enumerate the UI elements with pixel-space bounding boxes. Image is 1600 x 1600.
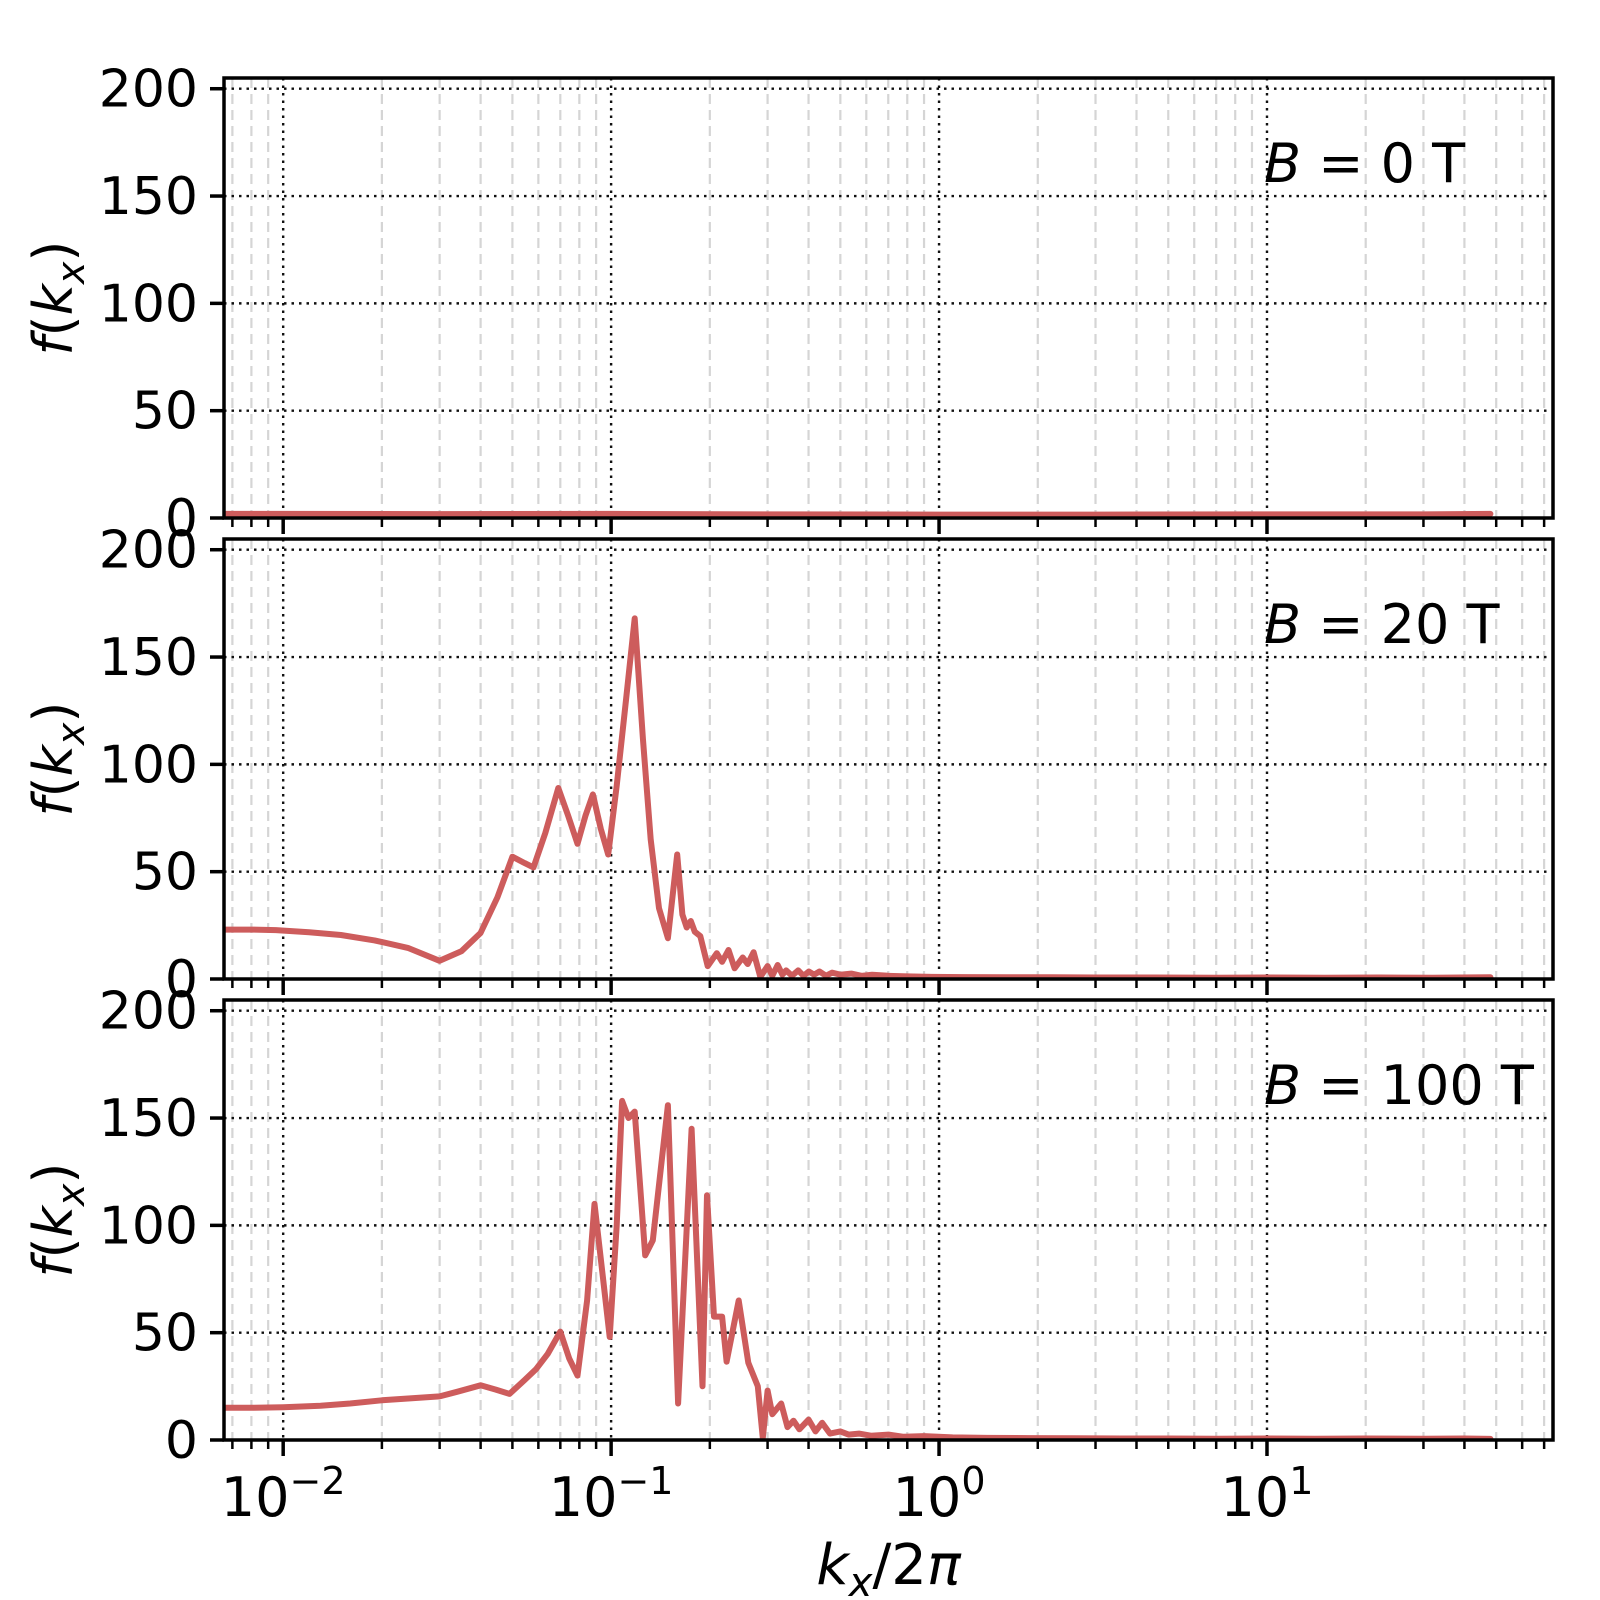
y-tick-label: 0 xyxy=(165,489,198,549)
y-tick-label: 150 xyxy=(99,1089,198,1149)
panel-b-20-t: 0 50 100 150 200 B = 20 T f(kx) xyxy=(22,521,1555,1010)
series-group xyxy=(224,615,1494,979)
y-tick-label: 150 xyxy=(99,167,198,227)
y-tick-label: 100 xyxy=(99,274,198,334)
x-tick-label: 10−2 xyxy=(221,1459,346,1529)
field-label: B = 20 T xyxy=(1264,593,1501,656)
y-tick-label: 0 xyxy=(165,1411,198,1471)
y-tick-label: 0 xyxy=(165,950,198,1010)
y-axis-label: f(kx) xyxy=(22,241,93,356)
field-label: B = 100 T xyxy=(1264,1054,1535,1117)
spectrum-line xyxy=(224,615,1494,979)
panel-b-0-t: 0 50 100 150 200 B = 0 T f(kx) xyxy=(22,60,1555,549)
y-tick-label: 50 xyxy=(132,1304,198,1364)
y-axis-label: f(kx) xyxy=(22,1163,93,1278)
x-tick-label: 10−1 xyxy=(549,1459,674,1529)
spectrum-line xyxy=(224,1097,1494,1440)
y-tick-label: 200 xyxy=(99,60,198,120)
x-tick-label: 100 xyxy=(893,1459,986,1529)
y-tick-label: 100 xyxy=(99,735,198,795)
y-axis-label: f(kx) xyxy=(22,702,93,817)
y-tick-label: 50 xyxy=(132,843,198,903)
y-tick-label: 50 xyxy=(132,382,198,442)
series-group xyxy=(224,510,1494,518)
y-tick-label: 100 xyxy=(99,1196,198,1256)
field-label: B = 0 T xyxy=(1264,132,1466,195)
y-tick-label: 150 xyxy=(99,628,198,688)
y-tick-label: 200 xyxy=(99,521,198,581)
y-tick-label: 200 xyxy=(99,982,198,1042)
x-tick-label: 101 xyxy=(1221,1459,1314,1529)
panel-b-100-t: 0 50 100 150 200 B = 100 T f(kx) xyxy=(22,982,1555,1471)
series-group xyxy=(224,1097,1494,1440)
spectrum-line xyxy=(224,510,1494,518)
x-axis-label: kx/2π xyxy=(816,1533,962,1600)
